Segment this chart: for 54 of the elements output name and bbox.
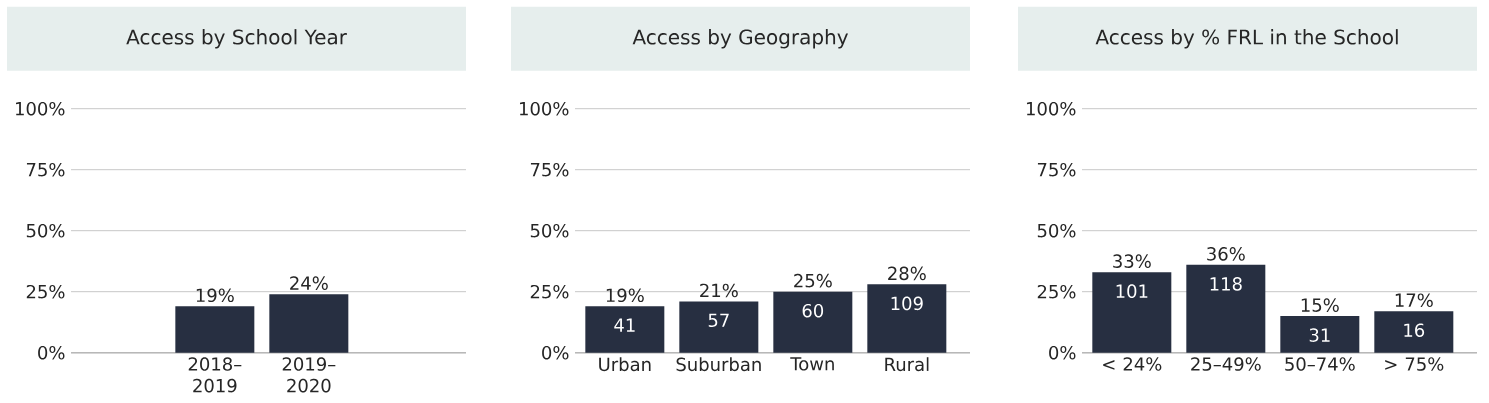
annotation: 41 bbox=[614, 318, 635, 332]
annotation: 101 bbox=[1116, 284, 1148, 298]
data-label: 25% bbox=[794, 273, 832, 288]
x-tick-label: Suburban bbox=[676, 357, 761, 372]
bar bbox=[1092, 272, 1172, 353]
bar bbox=[1280, 316, 1360, 353]
y-tick-label: 100% bbox=[519, 101, 569, 116]
y-tick-label: 75% bbox=[530, 162, 569, 177]
annotation: 109 bbox=[891, 296, 923, 311]
x-tick-label: Town bbox=[790, 357, 834, 371]
data-label: 24% bbox=[290, 276, 328, 290]
y-tick-label: 100% bbox=[1026, 101, 1076, 116]
data-label: 17% bbox=[1395, 293, 1433, 307]
chart-title: Access by Geography bbox=[632, 29, 849, 49]
y-tick-label: 100% bbox=[16, 101, 65, 116]
bar bbox=[1374, 311, 1454, 353]
annotation: 16 bbox=[1404, 323, 1425, 338]
bar bbox=[1186, 264, 1266, 353]
x-tick-label: > 75% bbox=[1385, 357, 1444, 371]
y-tick-label: 50% bbox=[530, 223, 569, 238]
data-label: 19% bbox=[196, 288, 234, 303]
data-label: 33% bbox=[1113, 254, 1151, 268]
y-tick-label: 0% bbox=[38, 345, 65, 360]
y-tick-label: 0% bbox=[542, 345, 569, 360]
x-tick-label: 2018–2019 bbox=[188, 357, 242, 393]
data-label: 21% bbox=[700, 283, 738, 298]
y-tick-label: 25% bbox=[530, 284, 569, 299]
x-tick-label: 50–74% bbox=[1285, 357, 1355, 371]
y-tick-label: 25% bbox=[26, 284, 65, 299]
annotation: 60 bbox=[802, 303, 824, 318]
bar bbox=[585, 306, 665, 353]
annotation: 118 bbox=[1210, 277, 1242, 291]
y-tick-label: 50% bbox=[26, 223, 65, 238]
y-tick-label: 75% bbox=[26, 162, 65, 177]
x-tick-label: 2019–2020 bbox=[282, 357, 336, 393]
y-tick-label: 50% bbox=[1037, 223, 1076, 238]
x-tick-label: < 24% bbox=[1103, 357, 1162, 371]
bar bbox=[867, 284, 947, 353]
chart-title: Access by % FRL in the School bbox=[1095, 29, 1398, 49]
chart-title: Access by School Year bbox=[126, 29, 347, 49]
x-tick-label: 25–49% bbox=[1191, 357, 1261, 371]
y-tick-label: 0% bbox=[1049, 345, 1076, 360]
data-label: 19% bbox=[606, 288, 644, 303]
y-tick-label: 75% bbox=[1037, 162, 1076, 177]
bar bbox=[679, 301, 759, 353]
data-label: 15% bbox=[1301, 298, 1339, 312]
data-label: 28% bbox=[888, 266, 926, 281]
annotation: 31 bbox=[1309, 328, 1330, 342]
x-tick-label: Rural bbox=[885, 357, 929, 372]
y-tick-label: 25% bbox=[1037, 284, 1076, 299]
data-label: 36% bbox=[1207, 247, 1245, 261]
bar bbox=[773, 291, 853, 353]
annotation: 57 bbox=[708, 313, 729, 328]
x-tick-label: Urban bbox=[599, 357, 651, 372]
